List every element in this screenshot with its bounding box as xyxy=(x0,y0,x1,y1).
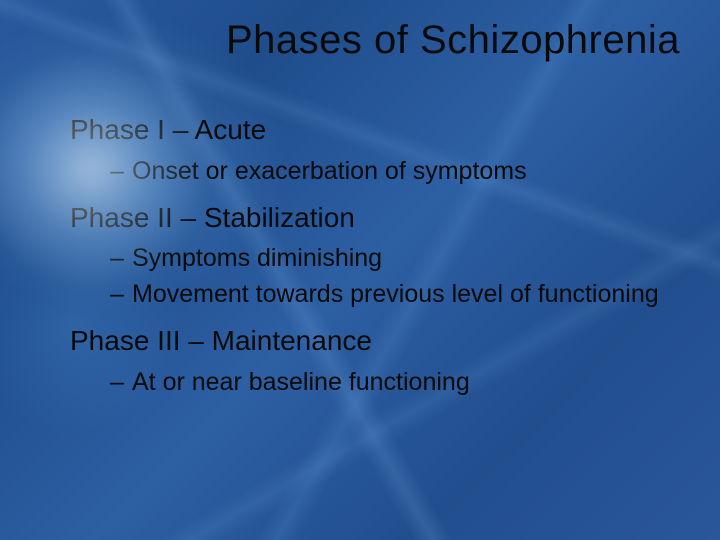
phase-bullets: Onset or exacerbation of symptoms xyxy=(70,155,660,189)
bullet-item: Symptoms diminishing xyxy=(110,242,660,276)
bullet-item: Onset or exacerbation of symptoms xyxy=(110,155,660,189)
phase-heading: Phase II – Stabilization xyxy=(70,199,660,237)
phase-heading: Phase III – Maintenance xyxy=(70,322,660,360)
phase-bullets: At or near baseline functioning xyxy=(70,366,660,400)
phase-heading: Phase I – Acute xyxy=(70,111,660,149)
slide-title: Phases of Schizophrenia xyxy=(0,0,720,73)
phase-bullets: Symptoms diminishing Movement towards pr… xyxy=(70,242,660,312)
slide: Phases of Schizophrenia Phase I – Acute … xyxy=(0,0,720,540)
bullet-item: At or near baseline functioning xyxy=(110,366,660,400)
slide-content: Phase I – Acute Onset or exacerbation of… xyxy=(0,73,720,399)
bullet-item: Movement towards previous level of funct… xyxy=(110,278,660,312)
